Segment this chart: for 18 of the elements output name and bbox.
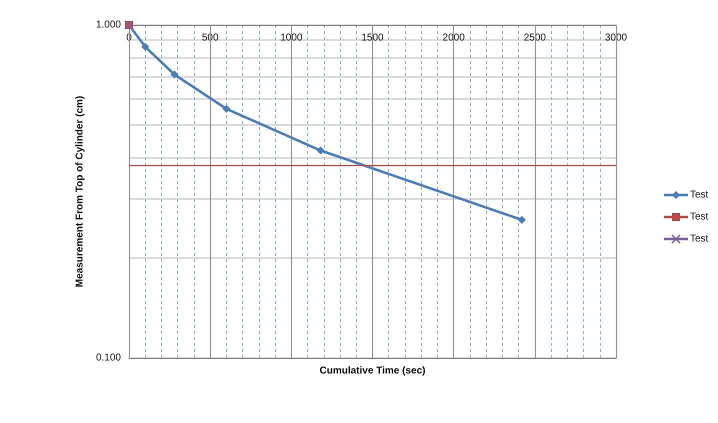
x-tick-label: 3000 <box>604 32 628 44</box>
point <box>141 42 150 51</box>
x-tick-label: 2000 <box>442 32 466 44</box>
y-tick-label: 0.100 <box>96 352 122 364</box>
point <box>170 70 178 79</box>
x-tick-label: 1000 <box>280 32 303 44</box>
x-tick-label: 1500 <box>361 32 384 44</box>
legend-label: Test <box>690 234 709 244</box>
x-tick-label: 2500 <box>524 32 546 44</box>
legend-label: Test <box>690 212 709 222</box>
legend-label: Test <box>690 190 709 200</box>
point <box>518 216 526 224</box>
y-axis-title: Measurement From Top of Cylinder (cm) <box>74 96 86 288</box>
point <box>222 104 230 113</box>
x-tick-label: 500 <box>202 32 219 44</box>
x-axis-title: Cumulative Time (sec) <box>320 366 426 376</box>
point <box>316 146 325 154</box>
y-tick-label: 1.000 <box>96 20 122 30</box>
